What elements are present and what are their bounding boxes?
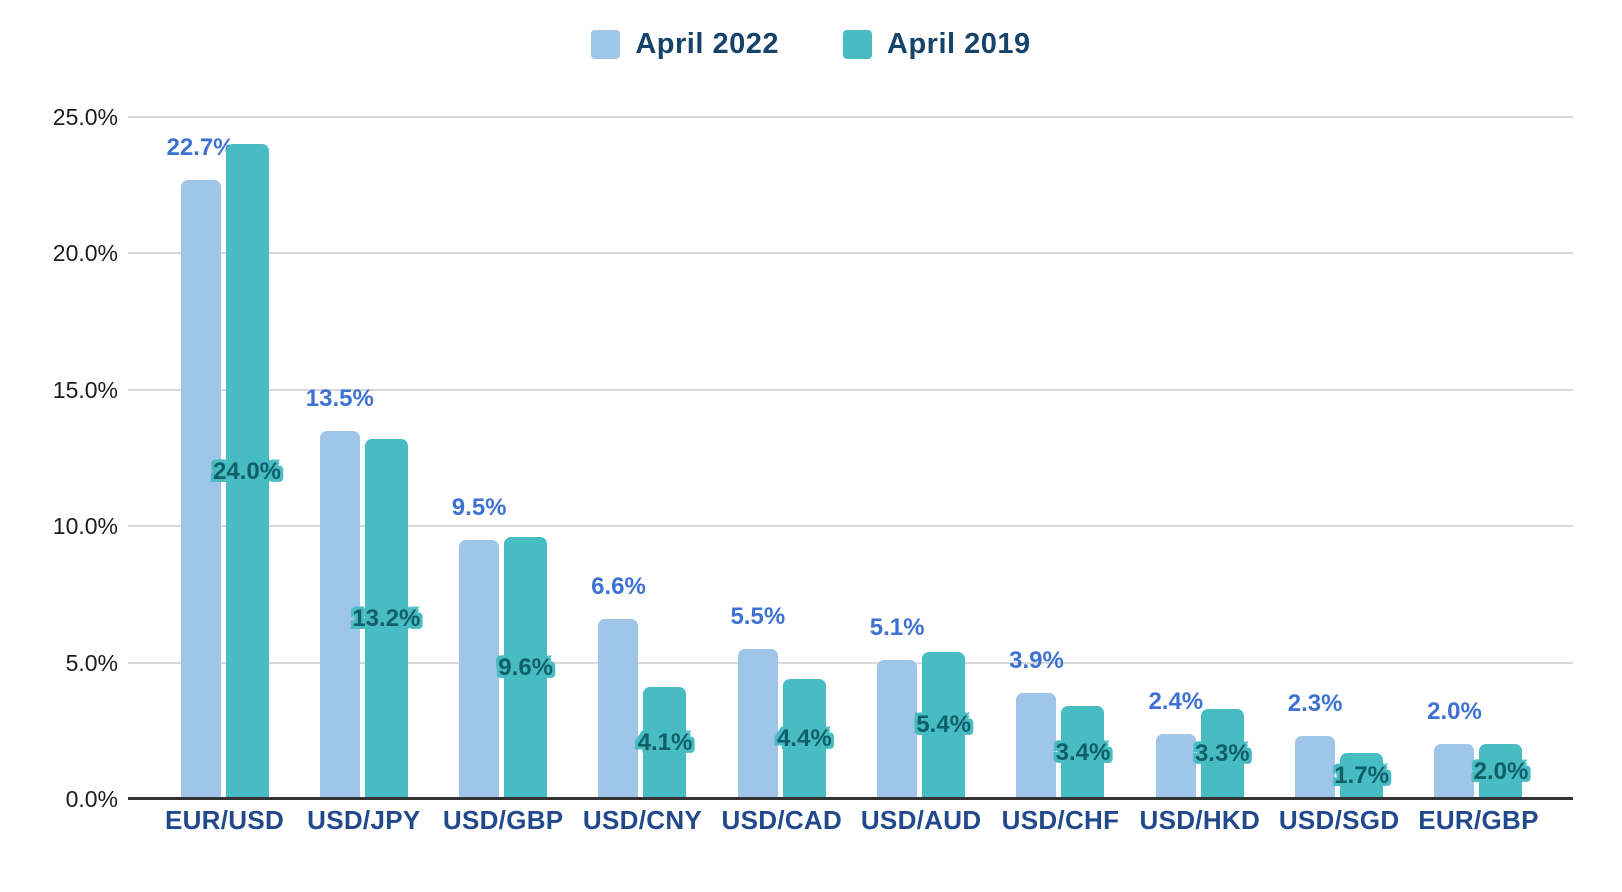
bar-april-2022-usd-chf: 3.9%: [1009, 648, 1064, 799]
x-axis-line: [128, 797, 1573, 800]
bar-april-2019-eur-gbp: 2.0%: [1474, 744, 1528, 799]
bar-group-usd-chf: 3.9% 3.4%: [1009, 117, 1110, 799]
value-label-april-2019-usd-aud: 5.4%: [916, 711, 971, 739]
bar-group-usd-cny: 6.6% 4.1%: [591, 117, 692, 799]
x-axis-label-eur-gbp: EUR/GBP: [1418, 805, 1539, 835]
bar-april-2022-usd-gbp: 9.5%: [452, 495, 507, 799]
bar-april-2019-usd-chf: 3.4%: [1056, 706, 1110, 799]
gridline-5pct: [128, 661, 1573, 664]
bar-group-usd-cad: 5.5% 4.4%: [730, 117, 832, 799]
bar-april-2022-eur-gbp: 2.0%: [1427, 700, 1482, 799]
bar-april-2022-usd-hkd: 2.4%: [1148, 689, 1203, 799]
y-tick-label: 0.0%: [65, 786, 118, 812]
legend-label: April 2022: [635, 28, 779, 60]
value-label-april-2019-usd-hkd: 3.3%: [1194, 739, 1250, 767]
y-tick-label: 10.0%: [52, 513, 118, 540]
bar-group-usd-hkd: 2.4% 3.3%: [1148, 117, 1250, 799]
legend-item-april-2019: April 2019: [843, 28, 1031, 61]
bar-april-2022-usd-aud: 5.1%: [870, 615, 924, 799]
value-label-april-2019-usd-jpy: 13.2%: [352, 604, 421, 632]
value-label-april-2019-usd-chf: 3.4%: [1055, 738, 1111, 766]
value-label-april-2019-eur-usd: 24.0%: [212, 457, 282, 485]
legend-swatch-icon: [591, 30, 621, 59]
value-label-april-2019-usd-sgd: 1.7%: [1334, 761, 1389, 789]
bar-april-2022-usd-sgd: 2.3%: [1288, 692, 1342, 799]
value-label-april-2022-usd-gbp: 9.5%: [451, 493, 507, 521]
bar-group-usd-gbp: 9.5% 9.6%: [452, 117, 553, 799]
x-axis-label-usd-cad: USD/CAD: [721, 805, 843, 835]
chart-legend: April 2022 April 2019: [0, 28, 1622, 61]
value-label-april-2022-usd-cny: 6.6%: [591, 572, 646, 600]
x-axis-label-usd-sgd: USD/SGD: [1278, 805, 1400, 835]
x-axis-label-usd-aud: USD/AUD: [860, 805, 982, 835]
bar-april-2019-usd-sgd: 1.7%: [1334, 752, 1389, 799]
bar-april-2022-eur-usd: 22.7%: [166, 135, 235, 799]
value-label-april-2022-eur-gbp: 2.0%: [1427, 698, 1482, 726]
bar-april-2019-usd-gbp: 9.6%: [498, 537, 553, 799]
bar-april-2022-usd-cad: 5.5%: [730, 604, 785, 799]
bar-group-usd-sgd: 2.3% 1.7%: [1288, 117, 1389, 799]
x-axis-label-eur-usd: EUR/USD: [164, 805, 285, 835]
gridline-25pct: [128, 116, 1573, 118]
bar-april-2019-eur-usd: 24.0%: [213, 144, 281, 799]
bar-group-eur-usd: 22.7% 24.0%: [166, 117, 281, 799]
value-label-april-2022-usd-cad: 5.5%: [730, 602, 786, 630]
gridline-10pct: [128, 525, 1573, 528]
y-tick-label: 25.0%: [52, 104, 118, 130]
value-label-april-2022-usd-chf: 3.9%: [1009, 646, 1064, 674]
value-label-april-2019-usd-cad: 4.4%: [776, 724, 832, 752]
value-label-april-2019-usd-cny: 4.1%: [637, 729, 693, 757]
x-axis-label-usd-cny: USD/CNY: [582, 805, 703, 835]
gridline-20pct: [128, 252, 1573, 255]
value-label-april-2022-eur-usd: 22.7%: [166, 133, 235, 161]
value-label-april-2019-eur-gbp: 2.0%: [1473, 757, 1529, 785]
bar-april-2019-usd-hkd: 3.3%: [1195, 708, 1250, 799]
legend-swatch-icon: [843, 30, 872, 59]
x-axis-label-usd-jpy: USD/JPY: [307, 805, 421, 835]
gridline-15pct: [128, 388, 1573, 391]
value-label-april-2022-usd-aud: 5.1%: [869, 613, 925, 641]
y-tick-label: 20.0%: [52, 240, 118, 267]
value-label-april-2019-usd-gbp: 9.6%: [498, 654, 554, 682]
y-tick-label: 15.0%: [52, 376, 118, 403]
bar-april-2019-usd-aud: 5.4%: [916, 651, 971, 799]
x-axis-label-usd-hkd: USD/HKD: [1139, 805, 1261, 835]
x-axis-label-usd-chf: USD/CHF: [1001, 805, 1120, 835]
bar-april-2019-usd-cad: 4.4%: [777, 678, 832, 799]
value-label-april-2022-usd-hkd: 2.4%: [1148, 687, 1204, 715]
bar-april-2019-usd-jpy: 13.2%: [352, 438, 420, 799]
bar-april-2022-usd-jpy: 13.5%: [306, 386, 374, 799]
y-tick-label: 5.0%: [65, 649, 118, 676]
value-label-april-2022-usd-sgd: 2.3%: [1287, 690, 1343, 718]
legend-item-april-2022: April 2022: [591, 28, 779, 61]
bar-april-2019-usd-cny: 4.1%: [638, 687, 692, 799]
bar-group-usd-jpy: 13.5% 13.2%: [306, 117, 420, 799]
bar-group-eur-gbp: 2.0% 2.0%: [1427, 117, 1528, 799]
legend-label: April 2019: [887, 28, 1031, 60]
bar-april-2022-usd-cny: 6.6%: [591, 574, 646, 799]
x-axis-label-usd-gbp: USD/GBP: [442, 805, 564, 835]
plot-area: 22.7% 24.0% 13.5% 13.2% 9.5% 9.6% 6.6% 4.1% 5.5%…: [128, 116, 1573, 800]
bar-group-usd-aud: 5.1% 5.4%: [870, 117, 971, 799]
